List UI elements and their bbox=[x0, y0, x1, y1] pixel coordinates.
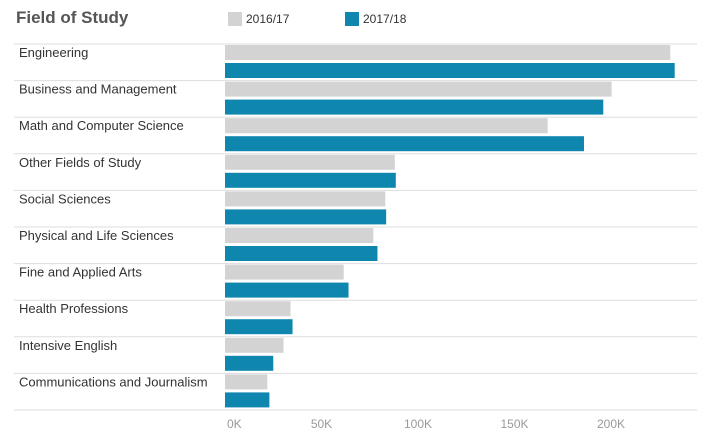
bar-series-2[interactable] bbox=[225, 246, 378, 261]
category-label: Other Fields of Study bbox=[19, 155, 142, 170]
bar-series-1[interactable] bbox=[225, 374, 268, 390]
legend-swatch-series-2 bbox=[345, 12, 359, 26]
bar-series-1[interactable] bbox=[225, 191, 386, 207]
bar-series-1[interactable] bbox=[225, 81, 612, 97]
bar-series-2[interactable] bbox=[225, 282, 349, 298]
bar-series-2[interactable] bbox=[225, 136, 584, 152]
bar-series-1[interactable] bbox=[225, 301, 291, 317]
x-tick-label: 150K bbox=[500, 417, 528, 431]
bar-series-2[interactable] bbox=[225, 99, 604, 115]
bar-series-2[interactable] bbox=[225, 63, 675, 78]
bar-series-1[interactable] bbox=[225, 337, 284, 353]
bar-series-2[interactable] bbox=[225, 392, 270, 408]
legend-swatch-series-1 bbox=[228, 12, 242, 26]
legend-item-series-1[interactable]: 2016/17 bbox=[228, 12, 289, 26]
category-label: Social Sciences bbox=[19, 191, 111, 206]
bar-series-2[interactable] bbox=[225, 209, 387, 225]
bar-series-2[interactable] bbox=[225, 172, 396, 188]
category-label: Intensive English bbox=[19, 338, 117, 353]
category-label: Communications and Journalism bbox=[19, 374, 208, 389]
bar-series-1[interactable] bbox=[225, 264, 344, 280]
bar-series-2[interactable] bbox=[225, 319, 293, 335]
category-label: Health Professions bbox=[19, 301, 129, 316]
legend-label-series-2: 2017/18 bbox=[363, 12, 407, 26]
chart-title: Field of Study bbox=[16, 8, 129, 27]
category-label: Engineering bbox=[19, 45, 88, 60]
x-tick-label: 100K bbox=[404, 417, 432, 431]
x-tick-label: 200K bbox=[597, 417, 625, 431]
x-tick-label: 50K bbox=[311, 417, 332, 431]
bar-series-1[interactable] bbox=[225, 154, 395, 170]
bar-series-1[interactable] bbox=[225, 228, 374, 243]
bar-series-1[interactable] bbox=[225, 45, 671, 60]
category-label: Business and Management bbox=[19, 82, 177, 97]
category-label: Physical and Life Sciences bbox=[19, 228, 174, 243]
legend-item-series-2[interactable]: 2017/18 bbox=[345, 12, 406, 26]
x-tick-label: 0K bbox=[227, 417, 242, 431]
category-label: Fine and Applied Arts bbox=[19, 265, 142, 280]
category-label: Math and Computer Science bbox=[19, 118, 184, 133]
legend-label-series-1: 2016/17 bbox=[246, 12, 290, 26]
bar-series-1[interactable] bbox=[225, 118, 548, 134]
bar-series-2[interactable] bbox=[225, 355, 274, 371]
